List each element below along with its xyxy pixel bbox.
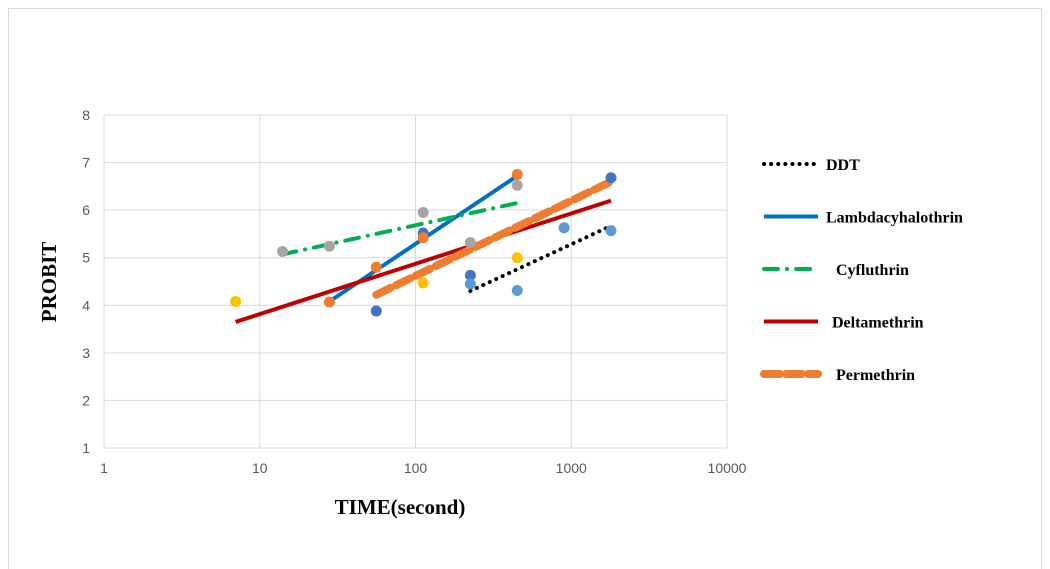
data-point	[511, 179, 523, 191]
legend-label: Deltamethrin	[832, 315, 924, 332]
legend-label: Permethrin	[836, 367, 915, 384]
x-tick-label: 100	[404, 460, 428, 476]
data-point	[370, 305, 382, 317]
data-point	[370, 261, 382, 273]
data-point	[464, 278, 476, 290]
data-point	[464, 236, 476, 248]
chart-area	[8, 8, 1042, 569]
series-line	[372, 177, 616, 299]
data-point	[511, 168, 523, 180]
data-point	[511, 252, 523, 264]
y-tick-label: 8	[82, 107, 90, 123]
data-point	[417, 232, 429, 244]
data-point	[558, 222, 570, 234]
data-point	[417, 207, 429, 219]
y-axis-title: PROBIT	[37, 242, 61, 323]
series-line	[235, 198, 612, 324]
gridlines	[103, 114, 728, 449]
x-tick-label: 1000	[556, 460, 587, 476]
legend-label: DDT	[826, 157, 860, 174]
legend: DDT Lambdacyhalothrin Cyfluthrin Deltamethr…	[760, 157, 963, 384]
data-point	[323, 296, 335, 308]
x-tick-label: 1	[100, 460, 108, 476]
legend-label: Lambdacyhalothrin	[826, 210, 963, 227]
series-line	[468, 223, 614, 294]
y-tick-label: 2	[82, 392, 90, 408]
y-tick-label: 1	[82, 440, 90, 456]
legend-label: Cyfluthrin	[836, 262, 909, 279]
data-point	[605, 225, 617, 237]
tick-labels: 1 2 3 4 5 6 7 8 1 10 100 1000 10000	[82, 107, 746, 476]
series-line	[280, 201, 520, 257]
x-tick-label: 10	[252, 460, 268, 476]
y-tick-label: 7	[82, 155, 90, 171]
data-point	[417, 277, 429, 289]
x-axis-title: TIME(second)	[335, 495, 466, 519]
data-point	[464, 269, 476, 281]
data-point	[605, 172, 617, 184]
data-point	[511, 285, 523, 297]
x-tick-label: 10000	[708, 460, 747, 476]
data-point	[277, 246, 289, 258]
y-tick-label: 4	[82, 297, 90, 313]
data-points	[230, 168, 617, 317]
data-point	[230, 295, 242, 307]
data-point	[323, 240, 335, 252]
y-tick-label: 6	[82, 202, 90, 218]
trend-lines	[235, 174, 616, 324]
y-tick-label: 5	[82, 250, 90, 266]
y-tick-label: 3	[82, 345, 90, 361]
